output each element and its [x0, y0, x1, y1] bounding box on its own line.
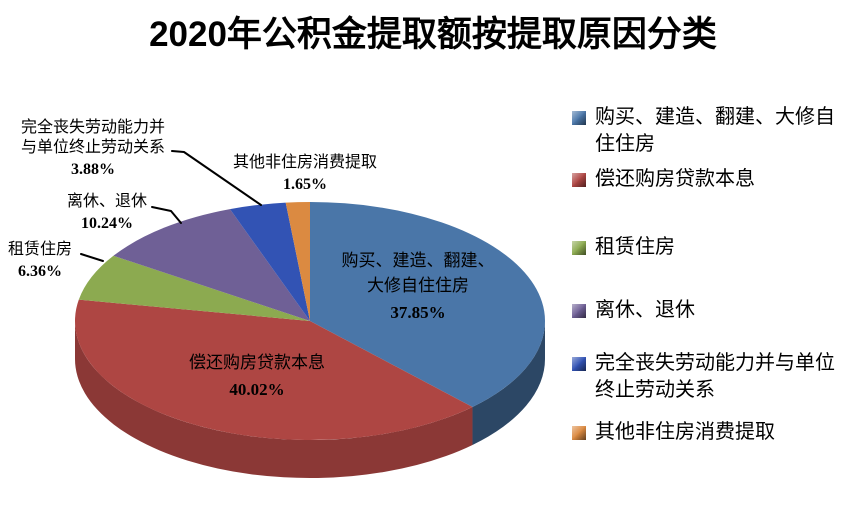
legend-key-swatch	[572, 426, 586, 440]
pie-slice-label-2: 租赁住房 6.36%	[8, 240, 72, 282]
legend-item-label: 偿还购房贷款本息	[595, 168, 755, 190]
pie-slice-side-0	[472, 321, 545, 445]
legend-item-label: 完全丧失劳动能力并与单位终止劳动关系	[595, 352, 835, 401]
legend-item-4: 完全丧失劳动能力并与单位终止劳动关系	[572, 350, 850, 404]
label-text: 完全丧失劳动能力并	[20, 119, 166, 136]
label-text: 购买、建造、翻建、	[341, 251, 495, 270]
pie-slice-label-4: 完全丧失劳动能力并 与单位终止劳动关系 3.88%	[21, 118, 165, 180]
label-percent: 1.65%	[282, 176, 327, 193]
leader-line-1	[151, 206, 182, 224]
pie-slice-label-0: 购买、建造、翻建、 大修自住住房 37.85%	[342, 248, 495, 325]
legend-item-3: 离休、退休	[572, 297, 850, 324]
chart-title: 2020年公积金提取额按提取原因分类	[149, 15, 717, 54]
pie-slice-label-5: 其他非住房消费提取 1.65%	[233, 153, 377, 195]
label-text: 租赁住房	[7, 241, 73, 258]
pie-slice-1	[74, 299, 473, 441]
legend-item-2: 租赁住房	[572, 234, 850, 261]
label-text: 与单位终止劳动关系	[20, 139, 166, 156]
legend-key-swatch	[572, 111, 586, 125]
leader-line-0	[171, 150, 262, 206]
legend-item-label: 其他非住房消费提取	[595, 421, 775, 443]
legend-item-5: 其他非住房消费提取	[572, 419, 850, 446]
pie-slice-3	[113, 209, 310, 321]
label-text: 离休、退休	[66, 193, 148, 210]
legend-item-label: 离休、退休	[595, 299, 695, 321]
legend-key-swatch	[572, 173, 586, 187]
label-percent: 6.36%	[17, 263, 62, 280]
label-percent: 37.85%	[390, 303, 446, 322]
legend-item-label: 租赁住房	[595, 236, 675, 258]
legend-key-swatch	[572, 357, 586, 371]
pie-slice-side-1	[74, 321, 473, 479]
legend-key-swatch	[572, 304, 586, 318]
pie-slice-2	[78, 255, 310, 321]
label-text: 其他非住房消费提取	[232, 154, 378, 171]
pie-slice-label-1: 偿还购房贷款本息 40.02%	[189, 350, 325, 402]
label-percent: 10.24%	[80, 215, 133, 232]
pie-slice-label-3: 离休、退休 10.24%	[67, 192, 147, 234]
pie-slice-0	[310, 202, 546, 407]
legend-item-label: 购买、建造、翻建、大修自住住房	[595, 106, 835, 155]
legend-item-0: 购买、建造、翻建、大修自住住房	[572, 104, 850, 158]
pie-slice-5	[285, 202, 310, 321]
label-text: 偿还购房贷款本息	[189, 353, 325, 372]
label-percent: 40.02%	[229, 380, 285, 399]
label-percent: 3.88%	[70, 161, 115, 178]
legend-item-1: 偿还购房贷款本息	[572, 166, 850, 193]
label-text: 大修自住住房	[367, 276, 469, 295]
legend-key-swatch	[572, 241, 586, 255]
leader-line-2	[80, 253, 104, 262]
pie-slice-4	[229, 202, 310, 321]
